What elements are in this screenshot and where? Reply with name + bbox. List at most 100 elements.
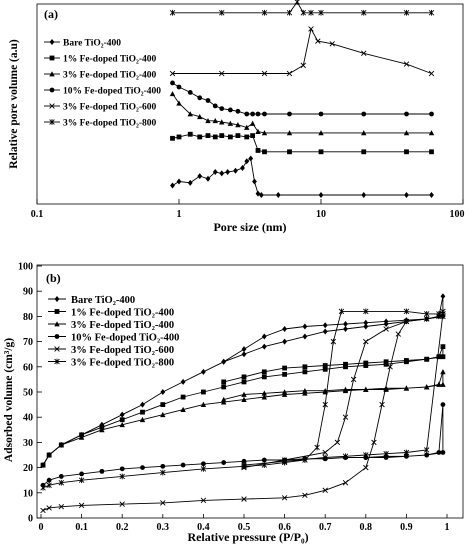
panel-b-point — [160, 469, 166, 476]
panel-a-point — [429, 111, 434, 117]
panel-b-point — [302, 457, 308, 463]
panel-b-point — [383, 450, 389, 457]
panel-b-legend-entry: 1% Fe-doped TiO₂-400 — [48, 308, 174, 319]
panel-b-series-line — [42, 313, 444, 511]
panel-b-point — [436, 450, 442, 455]
panel-a-xtick-label: 100 — [450, 209, 465, 220]
panel-b-point — [363, 319, 369, 326]
panel-a-point — [205, 175, 211, 182]
panel-a-series-10-fe-doped-tio-400 — [170, 80, 434, 117]
panel-a-series — [169, 0, 435, 198]
panel-b-point — [334, 439, 341, 446]
panel-b-ytick-label: 20 — [23, 463, 33, 474]
legend-label: Bare TiO₂-400 — [63, 39, 121, 49]
panel-b-point — [403, 385, 410, 391]
panel-b-point — [119, 417, 125, 423]
panel-b-point — [241, 374, 247, 380]
panel-b-point — [322, 487, 328, 493]
panel-b-ytick-label: 30 — [23, 438, 33, 449]
panel-b-ytick-label: 70 — [23, 337, 33, 348]
panel-b-legend-entry: 3% Fe-doped TiO₂-400 — [48, 320, 174, 331]
panel-b-point — [78, 434, 85, 440]
panel-a-point — [255, 111, 261, 117]
panel-a-point — [404, 149, 409, 155]
panel-b-point — [363, 452, 369, 458]
panel-b-point — [99, 427, 105, 433]
panel-a-xtick-label: 0.1 — [31, 209, 44, 220]
panel-a-point — [187, 111, 193, 117]
panel-a-point — [235, 122, 241, 128]
panel-b-xtick-label: 0.1 — [75, 522, 88, 533]
panel-a-point — [197, 95, 203, 101]
panel-b-point — [302, 323, 308, 330]
panel-b-point — [241, 396, 247, 402]
panel-a-point — [361, 50, 367, 56]
panel-a-point — [255, 148, 261, 153]
panel-b-point — [440, 450, 446, 455]
panel-b-point — [261, 462, 268, 468]
panel-b-point — [440, 354, 446, 360]
panel-a-legend-entry: 3% Fe-doped TiO₂-400 — [44, 71, 157, 81]
legend-label: 10% Fe-doped TiO₂-400 — [63, 87, 161, 97]
panel-b-ytick-label: 80 — [23, 312, 33, 323]
panel-b-label: (b) — [46, 271, 61, 285]
panel-b-point — [423, 447, 430, 453]
panel-b-ytick-label: 90 — [23, 287, 33, 298]
panel-b-point — [261, 457, 267, 463]
legend-marker — [49, 87, 55, 93]
panel-b-point — [282, 326, 287, 332]
panel-b-point — [436, 354, 442, 360]
panel-a-point — [261, 9, 268, 16]
panel-a-point — [187, 131, 193, 137]
legend-label: 3% Fe-doped TiO₂-800 — [63, 119, 157, 129]
panel-a-point — [403, 61, 410, 67]
panel-a-point — [244, 134, 250, 140]
panel-b-point — [343, 320, 348, 327]
panel-a-point — [244, 158, 250, 165]
panel-a-point — [212, 134, 218, 140]
panel-b-xtick-label: 0.2 — [116, 522, 129, 533]
panel-b-point — [58, 503, 65, 510]
panel-b-point — [403, 318, 410, 325]
panel-a-point — [404, 192, 409, 198]
panel-b-point — [395, 331, 401, 337]
panel-a-point — [225, 169, 231, 176]
panel-a-point — [329, 41, 335, 47]
panel-a-point — [219, 70, 225, 77]
panel-b-point — [282, 338, 287, 345]
panel-b-xtick-label: 0.4 — [197, 522, 210, 533]
legend-marker — [54, 334, 60, 339]
panel-a-point — [300, 9, 306, 16]
panel-b-series — [40, 293, 446, 514]
legend-marker — [49, 103, 55, 109]
panel-a-point — [176, 100, 182, 106]
panel-b-point — [403, 308, 410, 315]
panel-b-point — [241, 379, 247, 385]
panel-a-point — [176, 134, 182, 140]
panel-b-point — [302, 492, 308, 499]
panel-b-point — [338, 308, 345, 315]
panel-b-point — [281, 389, 288, 395]
panel-a-point — [261, 70, 268, 77]
panel-b-point — [160, 389, 166, 395]
panel-b-point — [140, 401, 145, 408]
panel-b-point — [200, 497, 207, 504]
panel-b-point — [201, 368, 206, 375]
panel-a-xlabel: Pore size (nm) — [213, 220, 286, 234]
panel-a-point — [244, 111, 250, 117]
panel-a-point — [261, 130, 268, 136]
panel-b-xtick-label: 1 — [445, 522, 450, 533]
panel-b-point — [261, 374, 267, 380]
panel-b-point — [221, 396, 227, 402]
panel-b-point — [342, 386, 349, 392]
legend-label: 3% Fe-doped TiO₂-600 — [71, 345, 174, 356]
panel-a-point — [250, 133, 256, 138]
panel-a-legend-entry: 10% Fe-doped TiO₂-400 — [44, 87, 161, 97]
panel-a-point — [227, 120, 234, 126]
legend-label: 1% Fe-doped TiO₂-400 — [63, 55, 157, 65]
panel-b-point — [302, 369, 308, 375]
panel-b-point — [241, 351, 247, 358]
panel-b-point — [379, 401, 385, 408]
panel-b-xtick-label: 0.9 — [400, 522, 413, 533]
